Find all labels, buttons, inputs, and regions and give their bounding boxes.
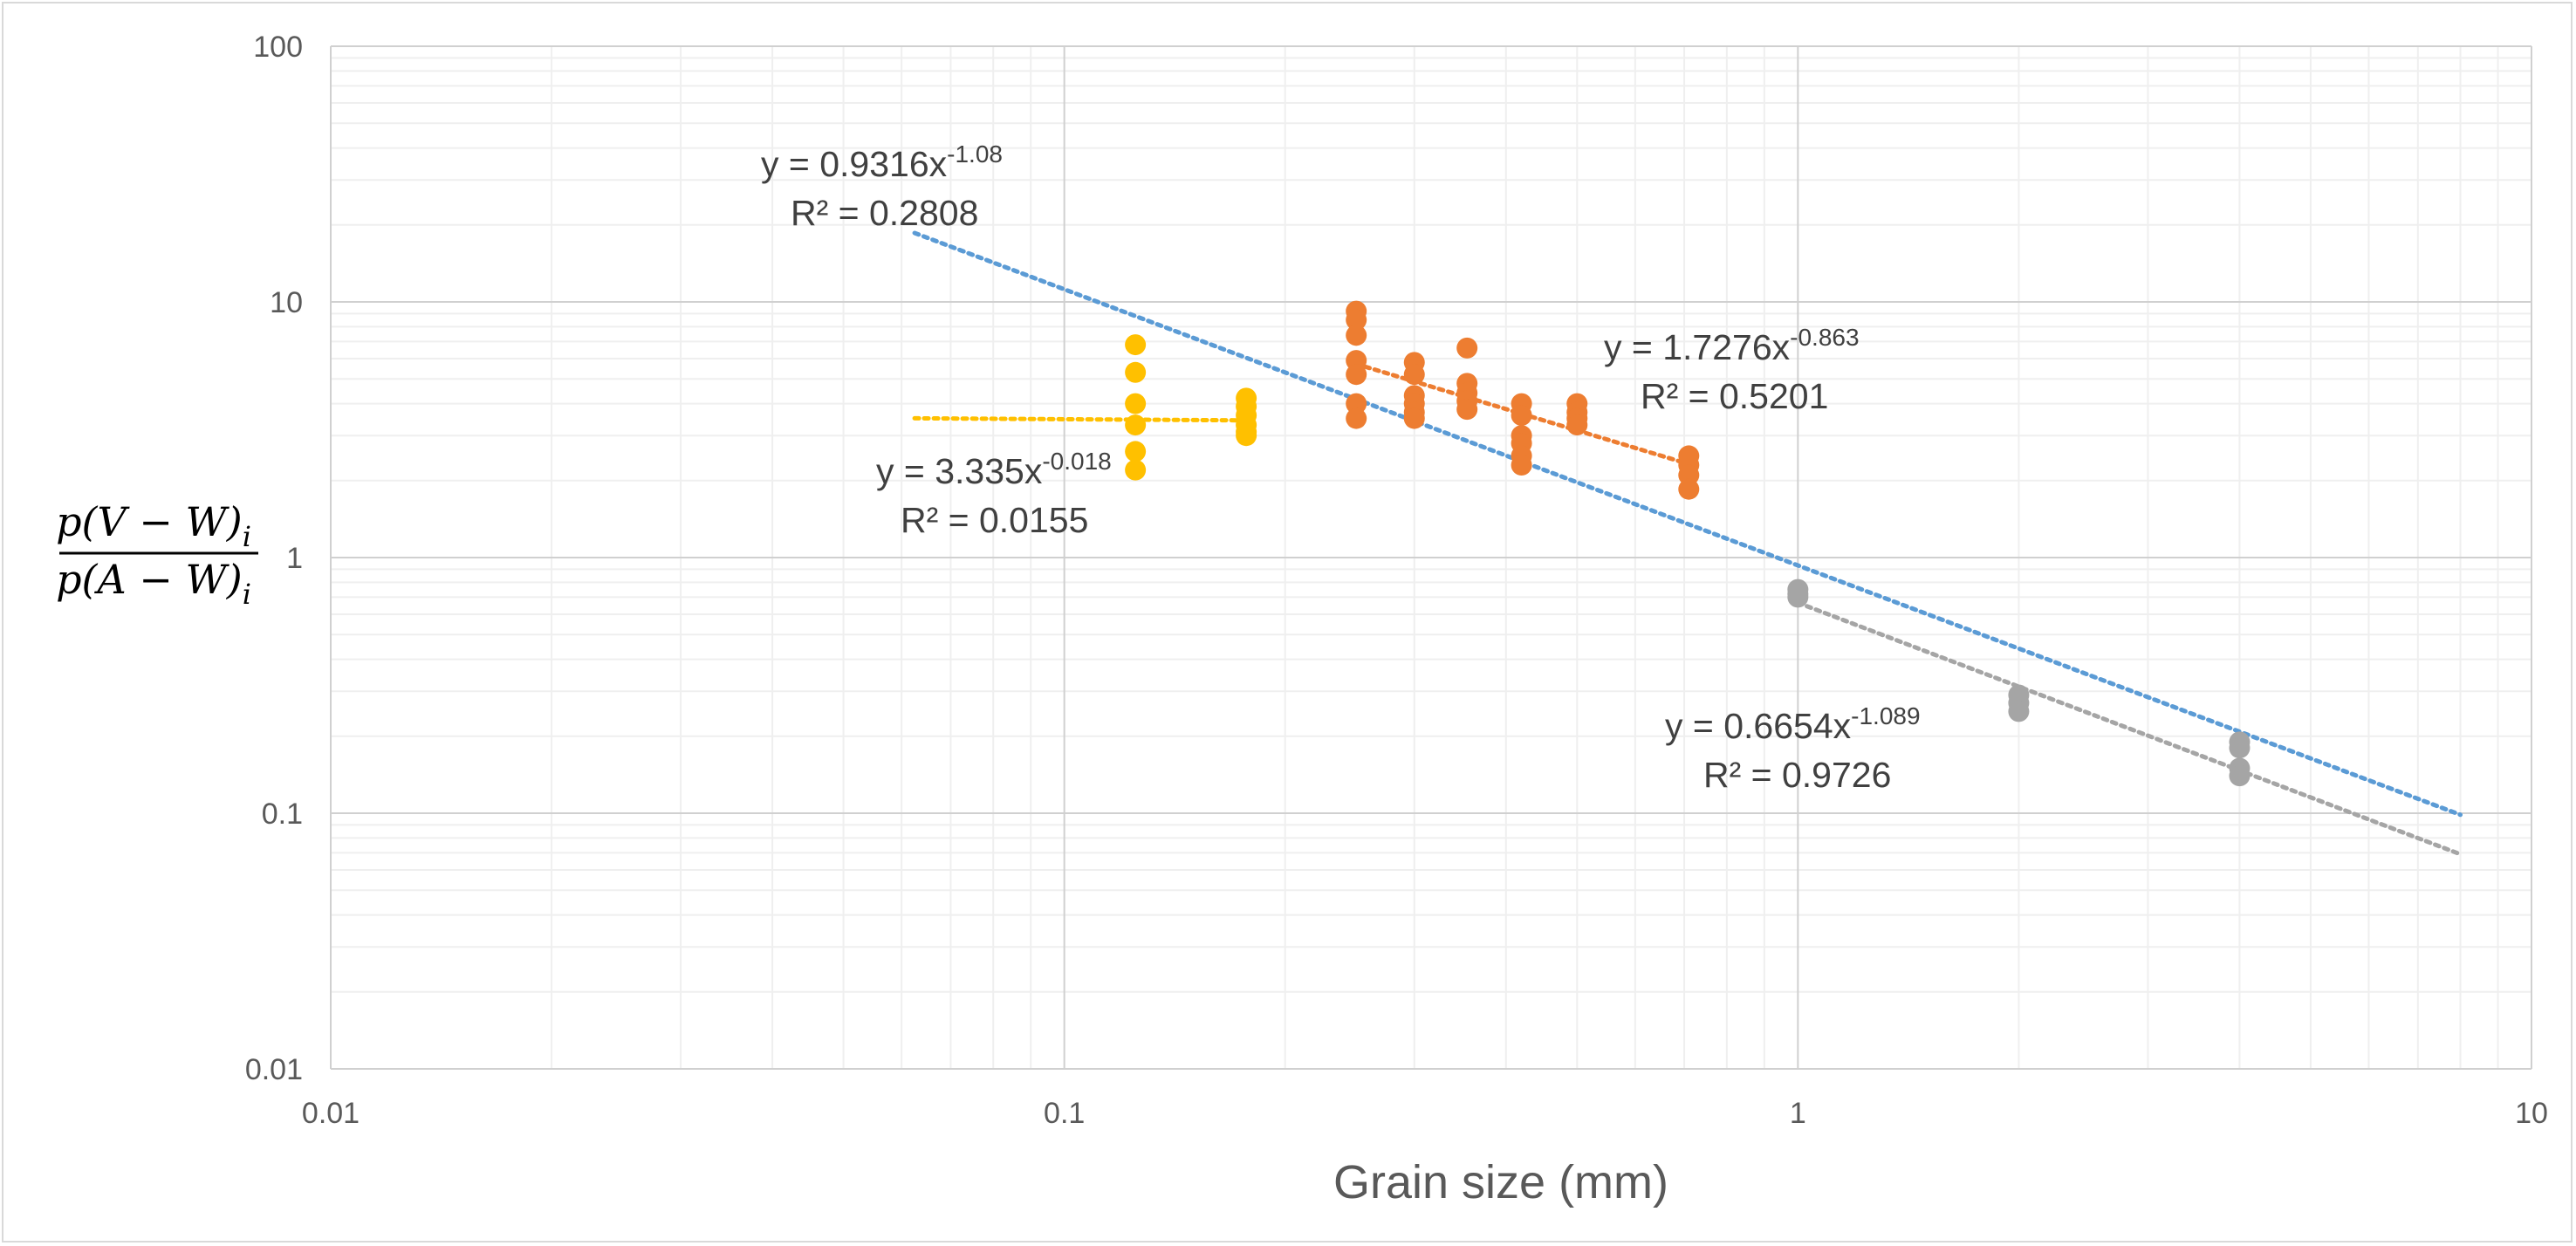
data-point-series-2 — [1456, 337, 1478, 359]
data-point-series-3 — [1787, 586, 1809, 608]
trendline-r2-4: R² = 0.2808 — [791, 193, 978, 233]
trendline-r2-3: R² = 0.9726 — [1703, 755, 1891, 795]
data-point-series-2 — [1346, 309, 1367, 331]
trendline-series-1 — [912, 415, 1249, 423]
data-point-series-2 — [1346, 393, 1367, 414]
trendline-equation-3: y = 0.6654x-1.089 — [1665, 702, 1921, 746]
y-tick-label: 0.1 — [262, 798, 303, 831]
data-point-series-2 — [1403, 407, 1425, 429]
y-axis-title: p(V − W)i p(A − W)i — [56, 498, 258, 611]
data-point-series-2 — [1511, 405, 1532, 427]
x-tick-label: 1 — [1790, 1097, 1806, 1130]
trendline-r2-1: R² = 0.0155 — [901, 500, 1088, 540]
y-tick-label: 100 — [253, 31, 303, 64]
data-point-series-3 — [2229, 737, 2251, 759]
data-point-series-1 — [1125, 414, 1147, 436]
trendline-series-4 — [912, 230, 2463, 818]
y-tick-label: 1 — [286, 542, 303, 575]
data-point-series-2 — [1403, 364, 1425, 386]
data-point-series-1 — [1125, 441, 1147, 462]
y-tick-labels: 0.01 0.1 1 10 100 — [245, 31, 303, 1086]
data-point-series-3 — [2229, 765, 2251, 787]
y-axis-title-denominator: p(A − W)i — [56, 556, 251, 611]
data-point-series-2 — [1346, 364, 1367, 386]
x-axis-title: Grain size (mm) — [1333, 1156, 1668, 1208]
x-tick-label: 0.1 — [1044, 1097, 1085, 1130]
data-point-series-3 — [2008, 701, 2030, 722]
data-point-series-2 — [1511, 455, 1532, 476]
trendline-equations: y = 3.335x-0.018 R² = 0.0155 y = 1.7276x-0… — [761, 140, 1921, 795]
data-point-series-1 — [1125, 393, 1147, 414]
data-point-series-2 — [1346, 407, 1367, 429]
trendline-equation-2: y = 1.7276x-0.863 — [1604, 324, 1860, 367]
chart-svg: 0.01 0.1 1 10 0.01 0.1 1 10 100 y = 3.335x-0.01… — [56, 31, 2548, 1208]
x-tick-labels: 0.01 0.1 1 10 — [302, 1097, 2548, 1130]
data-point-series-1 — [1125, 361, 1147, 383]
y-tick-label: 0.01 — [245, 1053, 303, 1086]
trendline-r2-2: R² = 0.5201 — [1641, 376, 1828, 416]
trendline-series-3 — [1795, 600, 2463, 857]
trendline-equation-1: y = 3.335x-0.018 — [876, 448, 1112, 491]
data-point-series-1 — [1125, 334, 1147, 356]
trendline-equation-4: y = 0.9316x-1.08 — [761, 140, 1003, 184]
data-point-series-1 — [1125, 459, 1147, 481]
x-tick-label: 0.01 — [302, 1097, 360, 1130]
major-gridlines — [330, 45, 2532, 1070]
data-point-series-2 — [1566, 414, 1588, 436]
x-tick-label: 10 — [2515, 1097, 2548, 1130]
data-point-series-2 — [1678, 478, 1700, 500]
data-point-series-2 — [1346, 325, 1367, 346]
data-points — [1125, 300, 2251, 787]
data-point-series-1 — [1236, 425, 1257, 447]
y-axis-title-numerator: p(V − W)i — [56, 498, 251, 553]
y-tick-label: 10 — [270, 286, 303, 319]
data-point-series-2 — [1456, 399, 1478, 421]
